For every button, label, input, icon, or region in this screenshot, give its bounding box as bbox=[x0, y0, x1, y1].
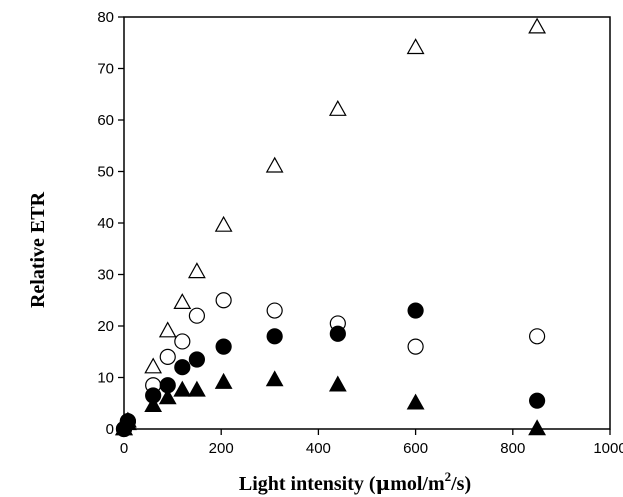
x-axis-title-part-1: Light intensity ( bbox=[239, 473, 376, 495]
y-tick-label: 0 bbox=[106, 421, 114, 438]
x-tick-label: 400 bbox=[306, 440, 331, 457]
y-tick-label: 70 bbox=[97, 61, 114, 78]
open-circle-point bbox=[266, 302, 283, 319]
filled-triangle-point bbox=[406, 393, 425, 410]
filled-triangle-point bbox=[144, 396, 163, 412]
open-circle-point bbox=[159, 348, 176, 365]
open-triangle-point bbox=[158, 321, 177, 338]
filled-triangle-point bbox=[118, 414, 137, 431]
x-axis-title: Light intensity (μmol/m2/s) bbox=[239, 469, 471, 495]
x-axis-title-part-2: mol/m bbox=[390, 473, 445, 495]
y-tick-label: 40 bbox=[97, 215, 114, 232]
open-circle-point bbox=[188, 307, 205, 324]
y-tick-label: 30 bbox=[97, 267, 114, 284]
filled-circle-point bbox=[174, 359, 191, 376]
y-tick-label: 20 bbox=[97, 318, 114, 335]
x-axis-title-part-3: /s) bbox=[450, 473, 471, 495]
filled-triangle-point bbox=[173, 380, 192, 397]
open-triangle-point bbox=[328, 99, 347, 116]
x-axis-title-mu: μ bbox=[376, 471, 391, 495]
filled-triangle-point bbox=[158, 388, 177, 405]
open-circle-point bbox=[215, 292, 232, 309]
filled-circle-point bbox=[407, 302, 424, 319]
open-triangle-point bbox=[528, 17, 547, 34]
filled-triangle-point bbox=[214, 372, 233, 389]
filled-circle-point bbox=[215, 338, 232, 355]
x-tick-label: 600 bbox=[403, 440, 428, 457]
y-tick-label: 60 bbox=[97, 112, 114, 129]
filled-triangle-point bbox=[187, 380, 206, 397]
filled-triangle-point bbox=[528, 419, 547, 436]
x-tick-label: 200 bbox=[209, 440, 234, 457]
open-triangle-point bbox=[187, 262, 206, 279]
y-tick-label: 10 bbox=[97, 370, 114, 387]
open-circle-point bbox=[528, 328, 546, 345]
filled-circle-point bbox=[528, 392, 546, 409]
open-triangle-point bbox=[214, 215, 233, 232]
open-circle-point bbox=[174, 333, 191, 350]
x-tick-label: 800 bbox=[500, 440, 525, 457]
filled-triangle-point bbox=[265, 370, 284, 387]
y-tick-label: 80 bbox=[97, 9, 114, 26]
filled-triangle-point bbox=[328, 375, 347, 392]
data-points bbox=[115, 17, 547, 438]
filled-circle-point bbox=[329, 325, 346, 342]
open-triangle-point bbox=[173, 293, 192, 309]
x-tick-label: 0 bbox=[120, 440, 128, 457]
x-tick-label: 1000 bbox=[593, 440, 623, 457]
x-axis-title-superscript: 2 bbox=[445, 469, 452, 484]
filled-circle-point bbox=[188, 351, 205, 368]
ticks: 0 200 400 600 800 1000 0 10 20 30 40 50 60 70 80 bbox=[97, 9, 623, 457]
y-tick-label: 50 bbox=[97, 164, 114, 181]
open-triangle-point bbox=[144, 357, 163, 374]
open-triangle-point bbox=[265, 156, 284, 173]
y-axis-title: Relative ETR bbox=[27, 191, 49, 308]
open-triangle-point bbox=[406, 38, 425, 55]
open-circle-point bbox=[407, 338, 424, 355]
filled-circle-point bbox=[266, 328, 283, 345]
